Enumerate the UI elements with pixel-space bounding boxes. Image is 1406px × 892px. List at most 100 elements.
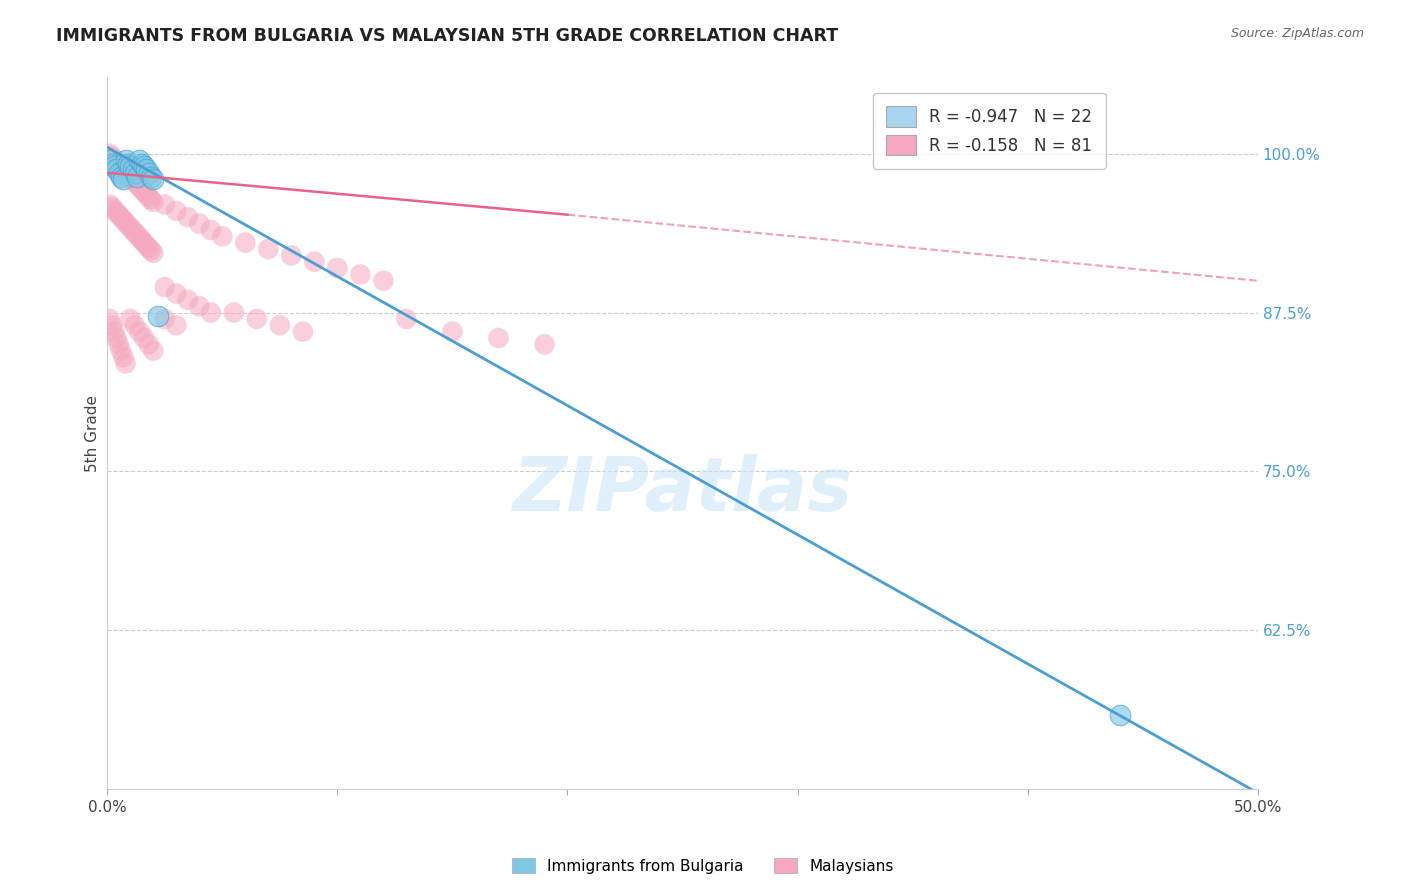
Point — [135, 238, 157, 252]
Point — [269, 318, 291, 333]
Point — [107, 208, 129, 222]
Point — [124, 166, 146, 180]
Point — [177, 293, 200, 307]
Point — [188, 217, 211, 231]
Point — [103, 325, 125, 339]
Point — [533, 337, 555, 351]
Point — [120, 169, 142, 184]
Point — [222, 305, 245, 319]
Point — [233, 235, 256, 250]
Point — [98, 312, 121, 326]
Point — [110, 211, 132, 225]
Point — [120, 160, 142, 174]
Point — [105, 161, 128, 176]
Point — [112, 350, 135, 364]
Point — [153, 197, 176, 211]
Point — [138, 337, 160, 351]
Point — [117, 157, 139, 171]
Point — [139, 193, 162, 207]
Point — [257, 242, 280, 256]
Point — [211, 229, 233, 244]
Point — [128, 325, 150, 339]
Point — [101, 157, 124, 171]
Point — [132, 235, 155, 250]
Point — [153, 312, 176, 326]
Point — [128, 179, 150, 194]
Point — [488, 331, 510, 345]
Point — [132, 185, 155, 199]
Point — [132, 160, 155, 174]
Point — [441, 325, 464, 339]
Point — [121, 172, 143, 186]
Point — [139, 169, 162, 184]
Point — [101, 149, 124, 163]
Point — [304, 254, 326, 268]
Point — [142, 194, 165, 209]
Point — [280, 248, 302, 262]
Point — [246, 312, 269, 326]
Point — [110, 160, 132, 174]
Point — [165, 318, 187, 333]
Point — [128, 230, 150, 244]
Point — [188, 299, 211, 313]
Point — [146, 310, 169, 324]
Point — [153, 280, 176, 294]
Point — [127, 227, 149, 242]
Point — [395, 312, 418, 326]
Point — [373, 274, 395, 288]
Point — [200, 223, 222, 237]
Point — [114, 356, 136, 370]
Point — [142, 343, 165, 358]
Point — [121, 161, 143, 176]
Point — [124, 226, 146, 240]
Point — [117, 167, 139, 181]
Legend: R = -0.947   N = 22, R = -0.158   N = 81: R = -0.947 N = 22, R = -0.158 N = 81 — [873, 93, 1105, 169]
Point — [103, 160, 125, 174]
Point — [103, 202, 125, 217]
Point — [105, 205, 128, 219]
Point — [98, 197, 121, 211]
Point — [110, 343, 132, 358]
Point — [131, 182, 153, 196]
Point — [107, 157, 129, 171]
Point — [326, 261, 349, 276]
Point — [165, 203, 187, 218]
Point — [127, 169, 149, 184]
Point — [124, 175, 146, 189]
Point — [98, 153, 121, 167]
Point — [105, 154, 128, 169]
Point — [135, 187, 157, 202]
Point — [291, 325, 314, 339]
Point — [112, 212, 135, 227]
Text: Source: ZipAtlas.com: Source: ZipAtlas.com — [1230, 27, 1364, 40]
Point — [131, 157, 153, 171]
Point — [138, 190, 160, 204]
Legend: Immigrants from Bulgaria, Malaysians: Immigrants from Bulgaria, Malaysians — [506, 852, 900, 880]
Point — [200, 305, 222, 319]
Point — [107, 337, 129, 351]
Point — [98, 146, 121, 161]
Text: ZIPatlas: ZIPatlas — [513, 454, 852, 527]
Point — [114, 153, 136, 167]
Point — [101, 318, 124, 333]
Point — [138, 241, 160, 255]
Point — [142, 172, 165, 186]
Point — [135, 161, 157, 176]
Point — [349, 268, 371, 282]
Point — [138, 166, 160, 180]
Point — [120, 220, 142, 235]
Point — [132, 331, 155, 345]
Point — [112, 161, 135, 176]
Text: IMMIGRANTS FROM BULGARIA VS MALAYSIAN 5TH GRADE CORRELATION CHART: IMMIGRANTS FROM BULGARIA VS MALAYSIAN 5T… — [56, 27, 838, 45]
Point — [101, 200, 124, 214]
Point — [1108, 708, 1130, 723]
Point — [139, 244, 162, 258]
Point — [105, 331, 128, 345]
Point — [177, 211, 200, 225]
Point — [114, 164, 136, 178]
Point — [127, 177, 149, 191]
Point — [114, 215, 136, 229]
Point — [121, 223, 143, 237]
Point — [131, 233, 153, 247]
Point — [107, 166, 129, 180]
